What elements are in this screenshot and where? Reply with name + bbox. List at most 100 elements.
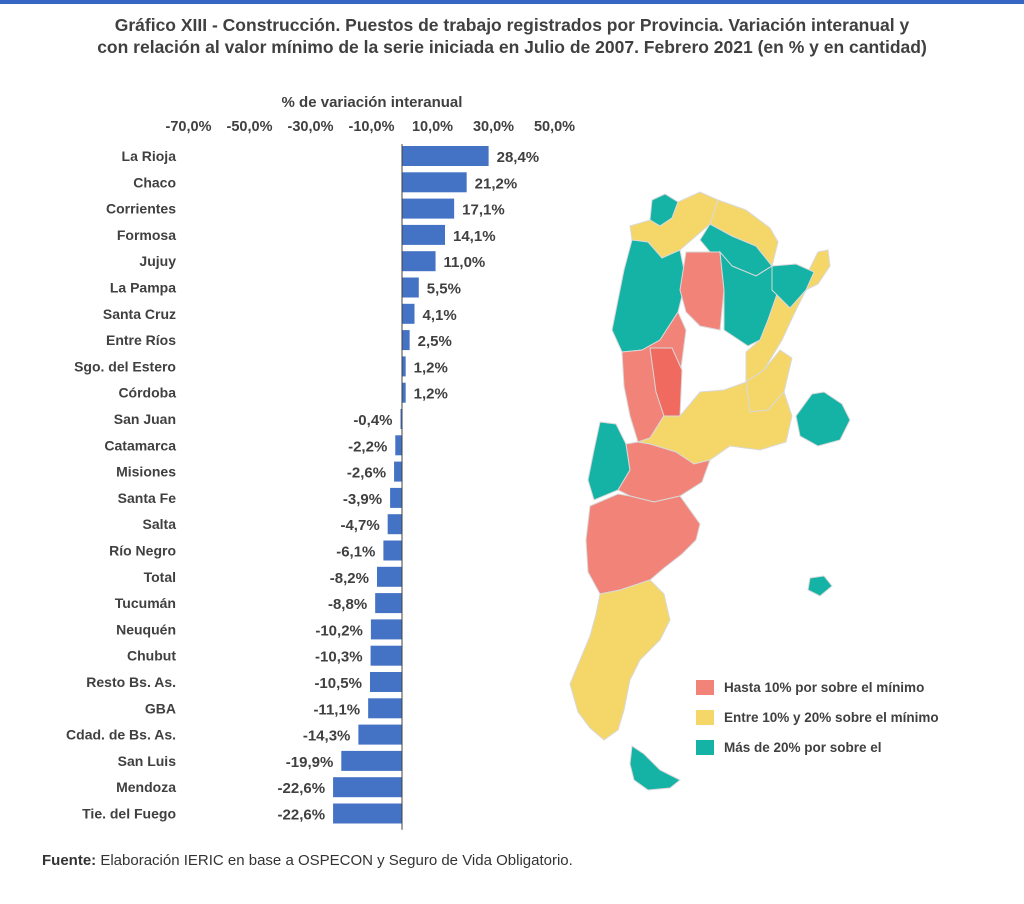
category-label: Tucumán [115,595,176,611]
category-label: GBA [145,700,176,716]
data-label: -8,2% [330,570,369,587]
map-legend: Hasta 10% por sobre el mínimo Entre 10% … [696,672,939,762]
x-tick-label: 30,0% [473,119,514,135]
bar [400,409,402,429]
bar [402,146,489,166]
bar [402,277,419,298]
data-label: -0,4% [353,412,392,429]
source-prefix: Fuente: [42,852,97,869]
category-label: Córdoba [118,385,176,401]
category-label: Sgo. del Estero [74,358,176,374]
data-label: 11,0% [444,254,486,271]
bar [376,566,402,587]
title-line-1: Gráfico XIII - Construcción. Puestos de … [114,15,910,35]
bar [370,645,402,666]
bar [383,540,402,561]
data-label: -22,6% [278,807,326,824]
category-label: Resto Bs. As. [86,674,176,690]
bar-chart: % de variación interanual -70,0% -50,0% -30… [66,94,575,830]
bar [370,619,402,640]
map-region-la-pampa [617,441,711,503]
x-tick-label: -50,0% [227,119,273,135]
legend-label-high: Más de 20% por sobre el [724,739,882,755]
bar [402,251,436,272]
top-accent-bar [0,0,1024,4]
x-tick-label: -30,0% [288,119,334,135]
map-region-east-teal [771,263,815,309]
data-label: -8,8% [328,596,367,613]
bar [395,435,402,456]
data-label: -14,3% [303,728,351,745]
bar [402,172,467,193]
data-label: 4,1% [423,307,457,324]
bar [402,382,406,403]
data-label: -10,5% [314,675,362,692]
category-label: Catamarca [104,437,176,453]
data-label: 28,4% [497,149,540,166]
argentina-map [569,191,851,791]
bar [390,487,402,508]
x-tick-label: 10,0% [412,119,453,135]
source-note: Fuente: Elaboración IERIC en base a OSPE… [42,852,573,869]
legend-label-low: Hasta 10% por sobre el mínimo [724,679,925,695]
legend-item-low: Hasta 10% por sobre el mínimo [696,672,939,702]
data-label: 21,2% [475,175,518,192]
data-label: -11,1% [313,701,360,718]
data-label: -10,2% [315,622,363,639]
category-label: Misiones [116,464,176,480]
category-label: Corrientes [106,201,176,217]
data-label: -3,9% [343,491,382,508]
data-label: 2,5% [418,333,452,350]
x-tick-label: -10,0% [349,119,395,135]
bar [358,724,402,745]
category-label: Santa Cruz [103,306,176,322]
x-tick-label: -70,0% [166,119,212,135]
x-tick-label: 50,0% [534,119,575,135]
title-line-2: con relación al valor mínimo de la serie… [97,37,927,57]
data-label: 5,5% [427,281,461,298]
map-region-uruguay [795,391,851,447]
bar [402,198,455,219]
legend-swatch-high [696,739,714,755]
category-label: Cdad. de Bs. As. [66,727,176,743]
category-label: Chubut [127,648,176,664]
category-label: Río Negro [109,543,176,559]
category-label: Formosa [117,227,176,243]
data-label: 14,1% [453,228,496,245]
bar [333,777,402,798]
legend-item-high: Más de 20% por sobre el [696,732,939,762]
bar [402,330,410,351]
category-label: Salta [143,516,177,532]
bar [387,514,402,535]
bar [375,593,402,614]
legend-swatch-low [696,679,714,695]
bar [369,672,402,692]
bar [394,461,402,482]
data-label: -10,3% [315,649,363,666]
bar [341,750,402,771]
data-label: 1,2% [414,386,448,403]
bar [402,303,415,324]
data-label: -2,6% [347,465,386,482]
chart-title: Gráfico XIII - Construcción. Puestos de … [20,14,1004,58]
data-label: -4,7% [340,517,379,534]
x-axis-title: % de variación interanual [282,94,463,111]
category-label: Neuquén [116,621,176,637]
legend-label-mid: Entre 10% y 20% sobre el mínimo [724,709,939,725]
map-region-rio-negro [585,493,701,595]
map-region-chubut [569,579,671,741]
legend-item-mid: Entre 10% y 20% sobre el mínimo [696,702,939,732]
bar [402,356,406,377]
data-label: -6,1% [336,544,375,561]
category-label: La Pampa [110,280,176,296]
category-label: Santa Fe [118,490,177,506]
map-region-santiago [679,251,725,331]
category-label: Tie. del Fuego [82,806,176,822]
data-label: -19,9% [286,754,334,771]
category-label: San Luis [118,753,177,769]
source-text: Elaboración IERIC en base a OSPECON y Se… [96,852,573,869]
category-label: La Rioja [122,148,177,164]
map-region-malvinas [807,575,833,597]
category-label: Mendoza [116,779,176,795]
data-label: 17,1% [462,202,505,219]
